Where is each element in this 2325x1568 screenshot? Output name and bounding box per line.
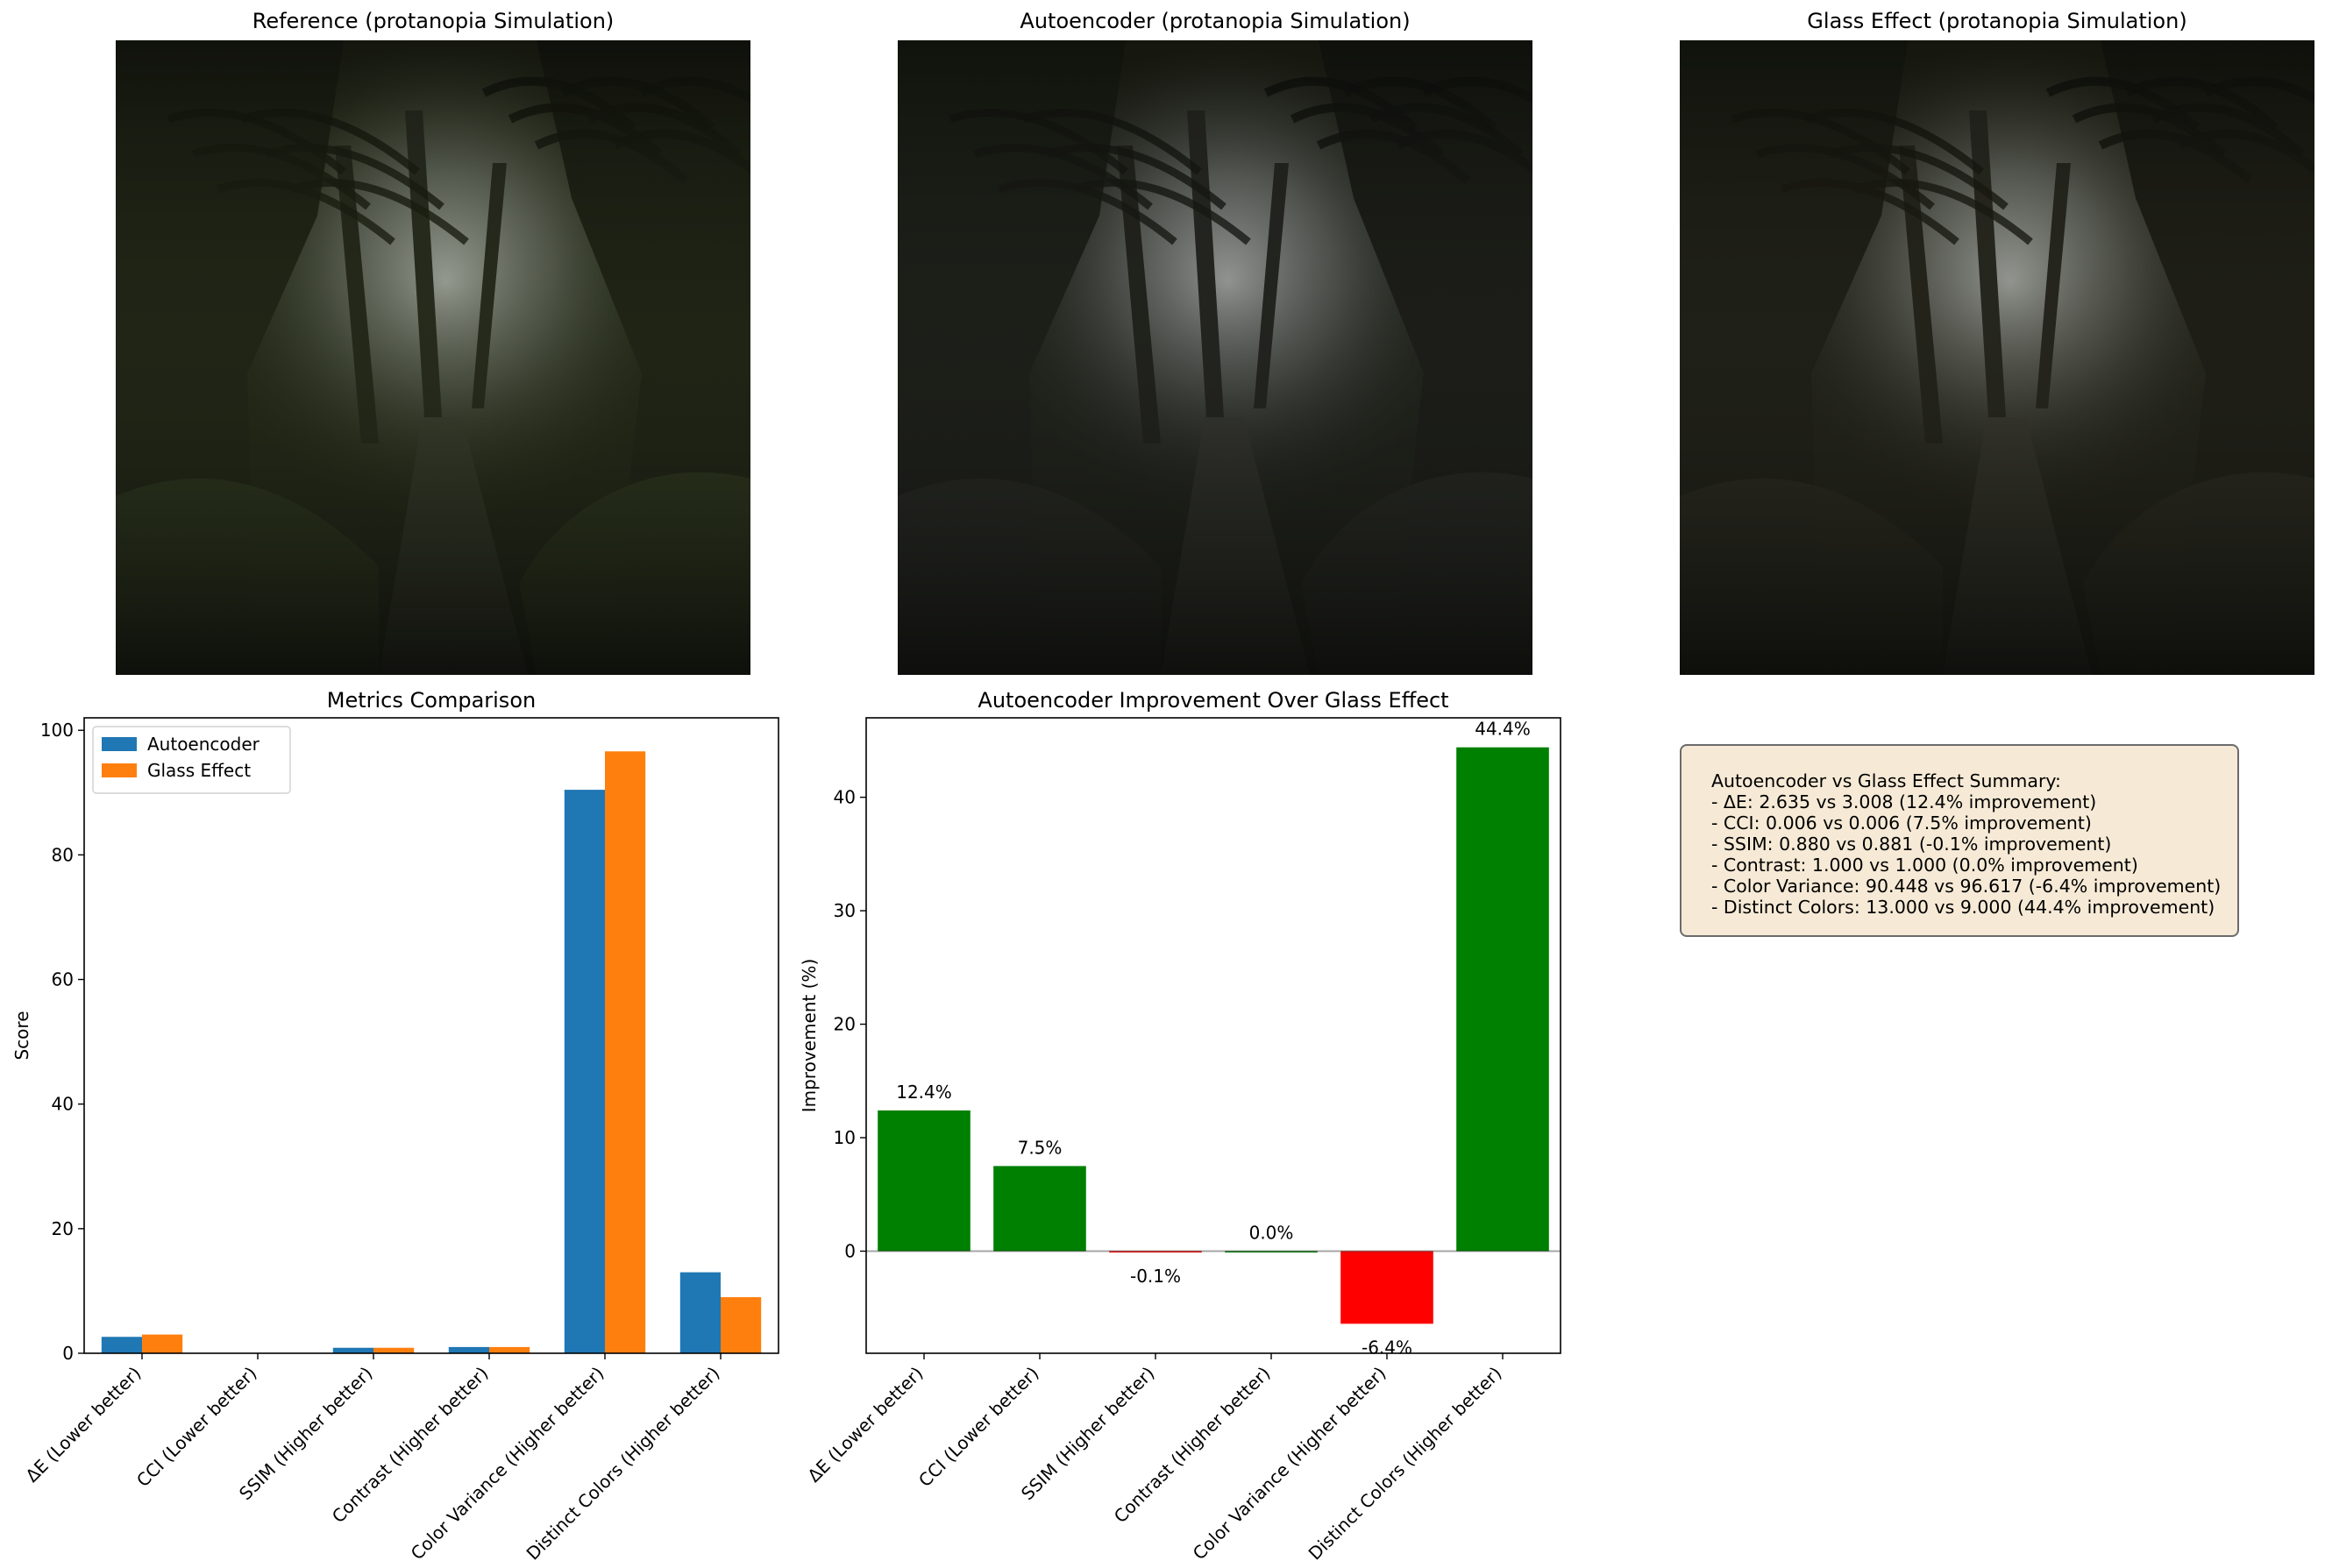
bar-glass-effect (373, 1347, 415, 1353)
forest-scene (116, 40, 750, 675)
y-tick-label: 40 (52, 1094, 74, 1115)
summary-line: - ΔE: 2.635 vs 3.008 (12.4% improvement) (1711, 791, 2097, 812)
x-tick-label: ΔE (Lower better) (21, 1363, 145, 1486)
y-tick-label: 60 (52, 969, 74, 990)
y-tick-label: 10 (834, 1127, 856, 1148)
ground-shade (1680, 40, 2314, 675)
bar-value-label: 12.4% (896, 1082, 952, 1103)
y-tick-label: 80 (52, 844, 74, 865)
y-tick-label: 20 (52, 1218, 74, 1239)
autoencoder-forest-image (898, 40, 1532, 675)
bar-autoencoder (448, 1346, 489, 1353)
improvement-bar (878, 1110, 971, 1252)
x-tick-label: SSIM (Higher better) (235, 1363, 377, 1505)
glass-effect-forest-image (1680, 40, 2314, 675)
x-tick-label: ΔE (Lower better) (803, 1363, 927, 1486)
bar-autoencoder (564, 790, 605, 1353)
y-tick-label: 40 (834, 787, 856, 808)
ground-shade (898, 40, 1532, 675)
summary-line: - Contrast: 1.000 vs 1.000 (0.0% improve… (1711, 855, 2138, 876)
metrics-comparison-chart: 0 20 40 60 80 100 ΔE (Lower better)CCI (Lower … (11, 688, 779, 1564)
bar-value-label: 44.4% (1475, 719, 1531, 740)
x-tick-label: Color Variance (Higher better) (1189, 1363, 1390, 1564)
x-tick-label: Distinct Colors (Higher better) (1305, 1363, 1506, 1564)
improvement-bar (993, 1166, 1086, 1252)
improvement-bar (1456, 747, 1549, 1252)
summary-box: Autoencoder vs Glass Effect Summary: - Δ… (1680, 744, 2239, 937)
ground-shade (116, 40, 750, 675)
legend: Autoencoder Glass Effect (92, 726, 291, 794)
legend-swatch (102, 763, 137, 777)
forest-scene (898, 40, 1532, 675)
legend-swatch (102, 737, 137, 751)
chart-title: Autoencoder Improvement Over Glass Effec… (978, 688, 1448, 713)
bar-value-label: 0.0% (1249, 1222, 1294, 1243)
y-tick-label: 0 (62, 1343, 74, 1364)
bar-autoencoder (679, 1272, 721, 1353)
bar-autoencoder (101, 1337, 142, 1353)
chart-title: Metrics Comparison (327, 688, 536, 713)
x-tick-label: SSIM (Higher better) (1017, 1363, 1159, 1505)
x-tick-label: Color Variance (Higher better) (407, 1363, 608, 1564)
legend-box (92, 726, 291, 794)
summary-line: - SSIM: 0.880 vs 0.881 (-0.1% improvemen… (1711, 834, 2112, 855)
axes-frame (865, 717, 1561, 1354)
bar-value-label: 7.5% (1018, 1137, 1063, 1158)
y-tick-label: 20 (834, 1014, 856, 1035)
reference-image-title: Reference (protanopia Simulation) (252, 9, 615, 33)
summary-line: - CCI: 0.006 vs 0.006 (7.5% improvement) (1711, 812, 2092, 834)
summary-line: - Distinct Colors: 13.000 vs 9.000 (44.4… (1711, 897, 2215, 918)
summary-line: - Color Variance: 90.448 vs 96.617 (-6.4… (1711, 876, 2222, 897)
bar-glass-effect (605, 751, 646, 1353)
improvement-bar (1109, 1251, 1202, 1252)
bar-glass-effect (142, 1334, 183, 1353)
x-tick-label: CCI (Lower better) (132, 1363, 261, 1492)
bar-value-label: -0.1% (1130, 1266, 1181, 1287)
legend-label: Autoencoder (147, 734, 260, 755)
y-axis-label: Score (11, 1011, 32, 1060)
summary-line: Autoencoder vs Glass Effect Summary: (1711, 770, 2061, 791)
legend-label: Glass Effect (147, 760, 251, 781)
x-tick-label: CCI (Lower better) (914, 1363, 1043, 1492)
axes-frame (83, 717, 779, 1354)
forest-scene (1680, 40, 2314, 675)
bar-glass-effect (489, 1346, 530, 1353)
autoencoder-image-title: Autoencoder (protanopia Simulation) (1020, 9, 1411, 33)
reference-forest-image (116, 40, 750, 675)
y-axis-label: Improvement (%) (799, 959, 820, 1113)
bar-autoencoder (332, 1347, 373, 1353)
improvement-chart: 12.4%7.5%-0.1%0.0%-6.4%44.4%010203040ΔE … (799, 688, 1561, 1564)
y-tick-label: 30 (834, 900, 856, 921)
improvement-bar (1225, 1251, 1318, 1252)
y-tick-label: 100 (40, 720, 74, 741)
improvement-bar (1340, 1251, 1433, 1324)
bar-glass-effect (721, 1297, 762, 1353)
glass-effect-image-title: Glass Effect (protanopia Simulation) (1807, 9, 2187, 33)
y-tick-label: 0 (844, 1240, 856, 1261)
x-tick-label: Distinct Colors (Higher better) (523, 1363, 724, 1564)
